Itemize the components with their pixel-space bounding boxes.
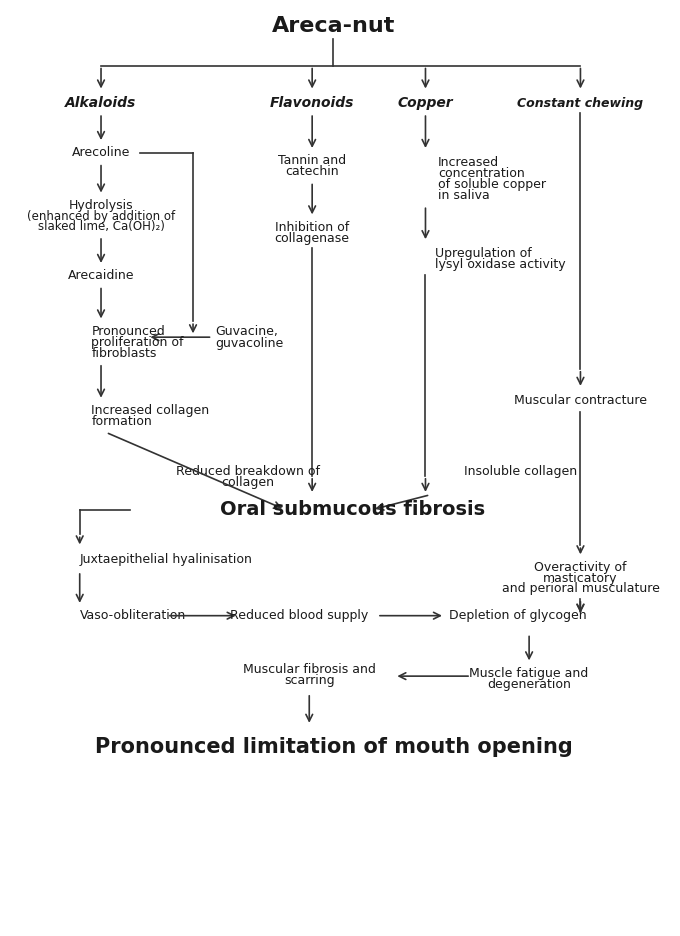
- Text: guvacoline: guvacoline: [216, 337, 284, 350]
- Text: masticatory: masticatory: [543, 572, 617, 584]
- Text: Copper: Copper: [398, 96, 454, 110]
- Text: Vaso-obliteration: Vaso-obliteration: [80, 609, 186, 622]
- Text: Pronounced: Pronounced: [91, 325, 165, 338]
- Text: Muscular fibrosis and: Muscular fibrosis and: [243, 663, 375, 676]
- Text: collagenase: collagenase: [275, 231, 350, 244]
- Text: (enhanced by addition of: (enhanced by addition of: [27, 210, 175, 223]
- Text: Reduced breakdown of: Reduced breakdown of: [176, 465, 320, 478]
- Text: degeneration: degeneration: [487, 678, 571, 691]
- Text: Upregulation of: Upregulation of: [435, 247, 532, 260]
- Text: Arecaidine: Arecaidine: [68, 270, 134, 283]
- Text: Pronounced limitation of mouth opening: Pronounced limitation of mouth opening: [95, 738, 573, 757]
- Text: proliferation of: proliferation of: [91, 336, 184, 348]
- Text: formation: formation: [91, 415, 152, 428]
- Text: Muscular contracture: Muscular contracture: [514, 394, 647, 407]
- Text: Depletion of glycogen: Depletion of glycogen: [449, 609, 586, 622]
- Text: of soluble copper: of soluble copper: [438, 178, 546, 191]
- Text: Areca-nut: Areca-nut: [272, 16, 395, 36]
- Text: Muscle fatigue and: Muscle fatigue and: [469, 666, 589, 680]
- Text: concentration: concentration: [438, 168, 525, 180]
- Text: Increased: Increased: [438, 156, 499, 169]
- Text: Arecoline: Arecoline: [72, 146, 130, 159]
- Text: Constant chewing: Constant chewing: [517, 96, 643, 110]
- Text: Reduced blood supply: Reduced blood supply: [231, 609, 369, 622]
- Text: Inhibition of: Inhibition of: [275, 221, 350, 234]
- Text: Overactivity of: Overactivity of: [534, 561, 627, 574]
- Text: in saliva: in saliva: [438, 189, 490, 202]
- Text: Guvacine,: Guvacine,: [216, 325, 278, 338]
- Text: Juxtaepithelial hyalinisation: Juxtaepithelial hyalinisation: [80, 552, 252, 565]
- Text: Alkaloids: Alkaloids: [65, 96, 137, 110]
- Text: Insoluble collagen: Insoluble collagen: [464, 465, 577, 478]
- Text: fibroblasts: fibroblasts: [91, 346, 156, 359]
- Text: collagen: collagen: [222, 476, 275, 490]
- Text: Increased collagen: Increased collagen: [91, 404, 209, 417]
- Text: catechin: catechin: [286, 165, 339, 178]
- Text: Hydrolysis: Hydrolysis: [69, 198, 133, 212]
- Text: lysyl oxidase activity: lysyl oxidase activity: [435, 258, 566, 271]
- Text: Oral submucous fibrosis: Oral submucous fibrosis: [220, 500, 486, 519]
- Text: Flavonoids: Flavonoids: [270, 96, 354, 110]
- Text: slaked lime, Ca(OH)₂): slaked lime, Ca(OH)₂): [37, 220, 165, 233]
- Text: and perioral musculature: and perioral musculature: [502, 582, 660, 595]
- Text: scarring: scarring: [284, 674, 335, 687]
- Text: Tannin and: Tannin and: [278, 154, 346, 168]
